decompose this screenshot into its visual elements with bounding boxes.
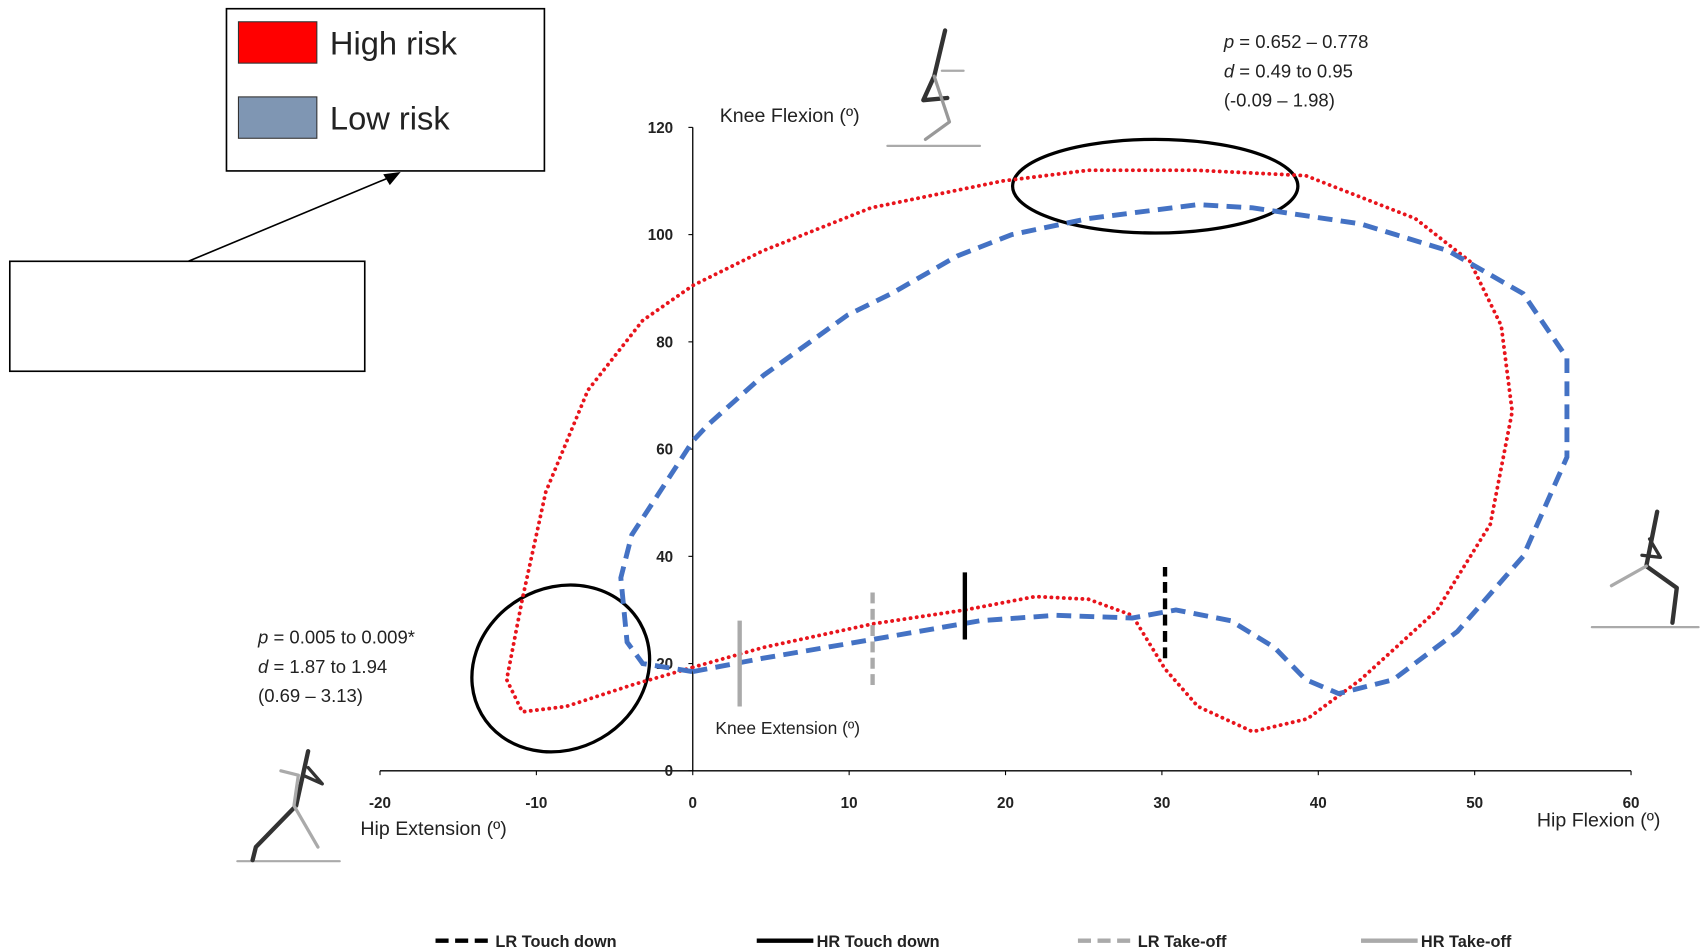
axis-title: Hip Flexion (º) xyxy=(1537,809,1661,831)
stat-text: p = 0.652 – 0.778 xyxy=(1223,31,1369,52)
stat-value: = 0.005 to 0.009* xyxy=(268,626,415,647)
x-tick-label: 30 xyxy=(1153,795,1170,812)
legend-label: LR Take-off xyxy=(1138,933,1227,951)
x-tick-label: -20 xyxy=(369,795,391,812)
legend-label: HR Take-off xyxy=(1421,933,1512,951)
y-tick-label: 100 xyxy=(648,227,673,244)
highlight-ellipse xyxy=(1013,139,1298,233)
y-tick-label: 80 xyxy=(656,334,673,351)
legend-label: Low risk xyxy=(330,100,450,137)
callout-arrow xyxy=(188,176,392,261)
stat-text: (0.69 – 3.13) xyxy=(258,685,363,706)
highlight-ellipse xyxy=(441,553,680,784)
legend-label: High risk xyxy=(330,24,458,61)
axis-title: Knee Flexion (º) xyxy=(720,105,860,127)
y-tick-label: 0 xyxy=(665,763,673,780)
stat-text: d = 1.87 to 1.94 xyxy=(258,656,387,677)
stat-var: p xyxy=(257,626,268,647)
x-tick-label: -10 xyxy=(525,795,547,812)
x-tick-label: 50 xyxy=(1466,795,1483,812)
stat-text: d = 0.49 to 0.95 xyxy=(1224,60,1353,81)
x-tick-label: 0 xyxy=(689,795,697,812)
x-tick-label: 20 xyxy=(997,795,1014,812)
axis-title: Hip Extension (º) xyxy=(360,818,506,840)
stat-value: = 0.652 – 0.778 xyxy=(1234,31,1368,52)
y-tick-label: 60 xyxy=(656,442,673,459)
stat-var: p xyxy=(1223,31,1234,52)
callout-box xyxy=(10,261,365,371)
y-tick-label: 40 xyxy=(656,549,673,566)
stat-value: = 0.49 to 0.95 xyxy=(1234,60,1353,81)
axis-title: Knee Extension (º) xyxy=(715,718,860,738)
legend-label: LR Touch down xyxy=(495,933,616,951)
stat-value: (0.69 – 3.13) xyxy=(258,685,363,706)
stat-value: = 1.87 to 1.94 xyxy=(268,656,387,677)
stat-value: (-0.09 – 1.98) xyxy=(1224,90,1335,111)
chart: -20-100102030405060020406080100120Hip Ex… xyxy=(0,0,1704,951)
legend-swatch xyxy=(238,97,316,138)
x-tick-label: 40 xyxy=(1310,795,1327,812)
stat-text: (-0.09 – 1.98) xyxy=(1224,90,1335,111)
legend-label: HR Touch down xyxy=(817,933,940,951)
stat-text: p = 0.005 to 0.009* xyxy=(257,626,415,647)
x-tick-label: 10 xyxy=(841,795,858,812)
y-tick-label: 120 xyxy=(648,120,673,137)
legend-swatch xyxy=(238,22,316,63)
